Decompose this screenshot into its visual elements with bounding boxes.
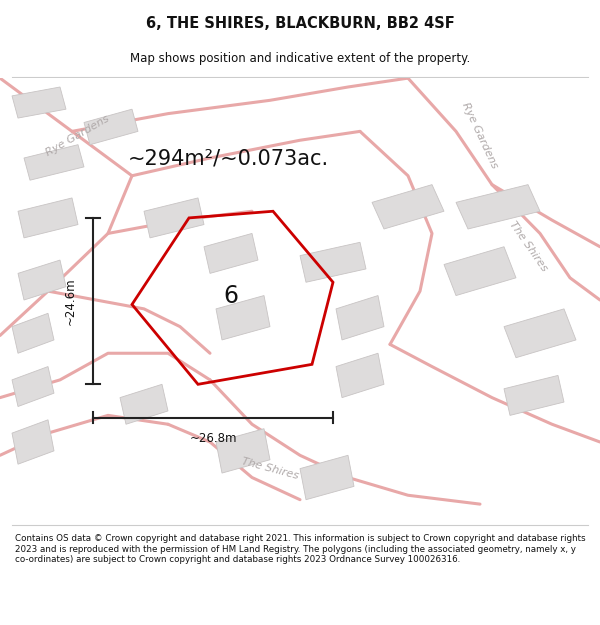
Polygon shape xyxy=(336,353,384,398)
Polygon shape xyxy=(216,429,270,473)
Polygon shape xyxy=(12,366,54,406)
Text: ~294m²/~0.073ac.: ~294m²/~0.073ac. xyxy=(127,148,329,168)
Polygon shape xyxy=(444,247,516,296)
Text: Rye Gardens: Rye Gardens xyxy=(44,114,112,158)
Text: ~26.8m: ~26.8m xyxy=(189,432,237,446)
Text: Rye Gardens: Rye Gardens xyxy=(460,101,500,171)
Polygon shape xyxy=(336,296,384,340)
Polygon shape xyxy=(84,109,138,144)
Polygon shape xyxy=(456,184,540,229)
Polygon shape xyxy=(12,420,54,464)
Text: 6, THE SHIRES, BLACKBURN, BB2 4SF: 6, THE SHIRES, BLACKBURN, BB2 4SF xyxy=(146,16,454,31)
Polygon shape xyxy=(144,198,204,238)
Polygon shape xyxy=(120,384,168,424)
Polygon shape xyxy=(12,87,66,118)
Polygon shape xyxy=(300,242,366,282)
Polygon shape xyxy=(18,198,78,238)
Polygon shape xyxy=(300,455,354,500)
Text: ~24.6m: ~24.6m xyxy=(64,278,77,325)
Text: The Shires: The Shires xyxy=(241,456,299,481)
Polygon shape xyxy=(24,144,84,180)
Polygon shape xyxy=(504,376,564,416)
Polygon shape xyxy=(504,309,576,358)
Text: Map shows position and indicative extent of the property.: Map shows position and indicative extent… xyxy=(130,52,470,65)
Text: Contains OS data © Crown copyright and database right 2021. This information is : Contains OS data © Crown copyright and d… xyxy=(15,534,586,564)
Polygon shape xyxy=(204,233,258,273)
Polygon shape xyxy=(12,313,54,353)
Text: The Shires: The Shires xyxy=(507,220,549,274)
Polygon shape xyxy=(18,260,66,300)
Text: 6: 6 xyxy=(223,284,239,308)
Polygon shape xyxy=(372,184,444,229)
Polygon shape xyxy=(216,296,270,340)
